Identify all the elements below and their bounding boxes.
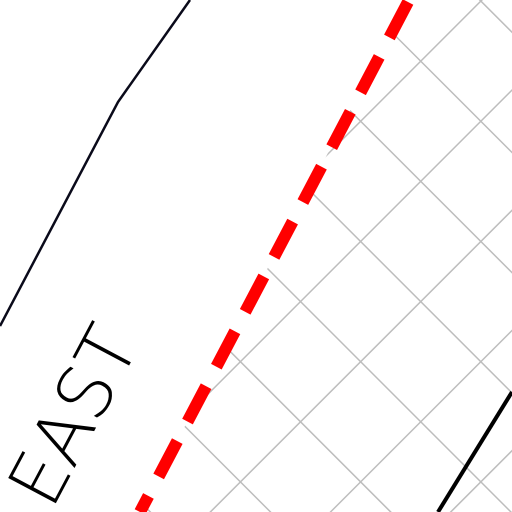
dashed-boundary [134,0,414,512]
boundary-line [436,390,512,512]
road-edge [0,0,192,327]
